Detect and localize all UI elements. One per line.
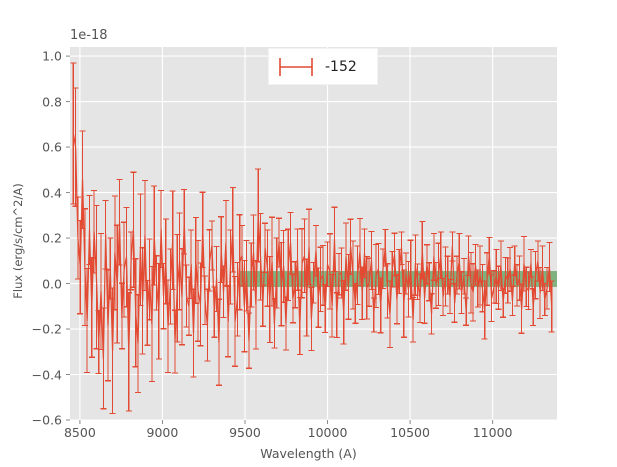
x-tick-label: 9000 — [146, 425, 179, 440]
y-axis-offset-text: 1e-18 — [70, 28, 108, 43]
x-tick-label: 10500 — [390, 425, 430, 440]
plot-legend[interactable]: -152 — [268, 48, 378, 85]
y-tick-label: −0.6 — [31, 412, 62, 428]
y-tick-label: 1.0 — [42, 48, 62, 64]
y-tick-label: 0.2 — [42, 230, 62, 246]
y-tick-label: 0.4 — [42, 185, 62, 201]
y-tick-label: −0.4 — [31, 367, 62, 382]
data-series-errorbars — [70, 62, 555, 415]
x-tick-label: 11000 — [472, 425, 513, 440]
y-tick-label: 0.8 — [42, 94, 62, 110]
legend-entry-label: -152 — [325, 58, 357, 75]
y-tick-label: 0.6 — [42, 139, 62, 155]
y-axis-title: Flux (erg/s/cm^2/A) — [11, 183, 25, 299]
x-tick-label: 8500 — [63, 425, 96, 440]
y-tick-label: 0.0 — [42, 276, 62, 292]
axis-tick-marks — [66, 55, 494, 424]
axes-background-group — [70, 47, 557, 420]
x-tick-label: 9500 — [229, 425, 261, 440]
y-tick-label: −0.2 — [31, 321, 62, 337]
axes-background — [70, 47, 557, 420]
x-tick-label: 10000 — [307, 425, 348, 440]
legend-errorbar-icon — [279, 57, 313, 76]
x-axis-title: Wavelength (A) — [260, 446, 357, 461]
